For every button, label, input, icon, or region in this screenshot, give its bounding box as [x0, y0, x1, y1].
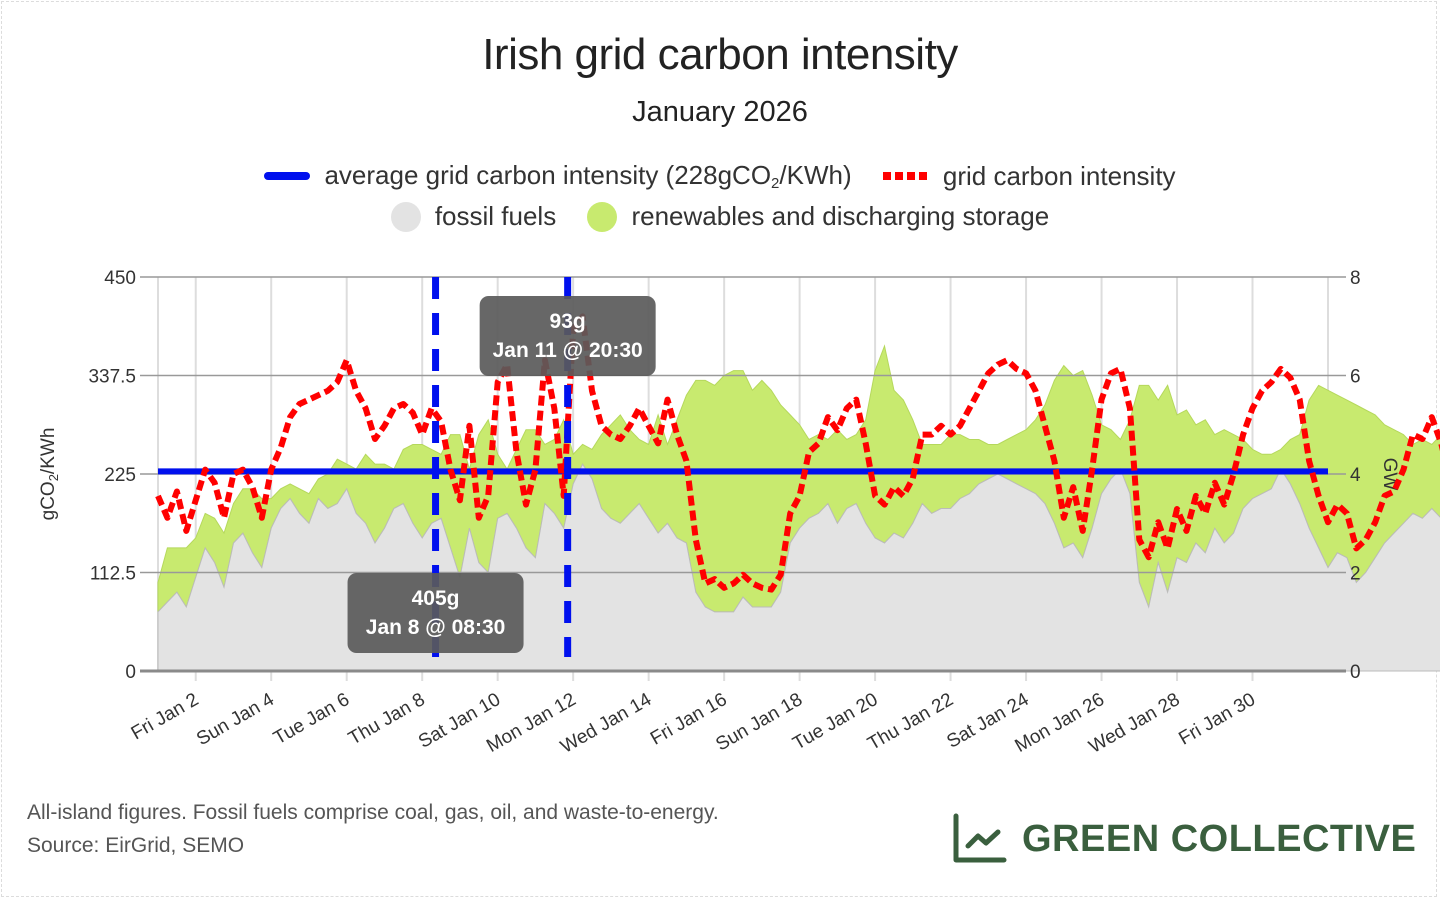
- brand-logo: GREEN COLLECTIVE: [952, 812, 1416, 866]
- fossil-swatch-icon: [390, 201, 421, 232]
- legend-row-1: average grid carbon intensity (228gCO2/K…: [0, 156, 1440, 192]
- legend-average-label: average grid carbon intensity (228gCO2/K…: [324, 160, 852, 192]
- y-left-tick-label: 450: [104, 268, 136, 289]
- y-left-tick-label: 337.5: [88, 367, 136, 388]
- annotation-value: 93g: [550, 310, 586, 333]
- y-left-axis-title: gCO2/KWh: [38, 428, 61, 521]
- brand-name: GREEN COLLECTIVE: [1022, 817, 1417, 860]
- legend-row-2: fossil fuels renewables and discharging …: [0, 201, 1440, 239]
- average-line-swatch-icon: [264, 172, 311, 180]
- legend-item-fossil[interactable]: fossil fuels: [390, 201, 557, 232]
- legend-item-intensity[interactable]: grid carbon intensity: [882, 160, 1176, 192]
- renewables-swatch-icon: [587, 201, 618, 232]
- legend-fossil-label: fossil fuels: [434, 201, 557, 231]
- chart-title: Irish grid carbon intensity: [482, 30, 958, 79]
- y-left-tick-label: 112.5: [90, 564, 136, 585]
- carbon-intensity-line: [155, 313, 1440, 593]
- legend-renewables-label: renewables and discharging storage: [631, 201, 1050, 231]
- y-right-tick-label: 4: [1350, 465, 1361, 486]
- chart-subtitle: January 2026: [632, 96, 808, 128]
- x-tick-label: Fri Jan 30: [1175, 689, 1259, 749]
- annotation-time: Jan 11 @ 20:30: [493, 339, 643, 362]
- footnote-source: Source: EirGrid, SEMO: [27, 834, 245, 857]
- line-chart-icon: [953, 813, 1007, 863]
- legend-intensity-label: grid carbon intensity: [942, 160, 1176, 191]
- x-tick-label: Thu Jan 8: [345, 689, 429, 749]
- y-left-tick-label: 0: [125, 662, 136, 683]
- y-right-tick-label: 2: [1350, 564, 1361, 585]
- y-right-tick-label: 6: [1350, 367, 1361, 388]
- x-tick-label: Sun Jan 18: [712, 689, 806, 755]
- annotation-box: [479, 296, 656, 376]
- legend-item-renewables[interactable]: renewables and discharging storage: [587, 201, 1049, 232]
- legend-item-average[interactable]: average grid carbon intensity (228gCO2/K…: [264, 160, 852, 192]
- chart-svg: 0 112.5 225 337.5 450 0 2 4 6 8 gCO2/KWh GW Fri Jan …: [38, 268, 1440, 758]
- annotation-box: [347, 573, 524, 653]
- dashed-line-swatch-icon: [882, 172, 929, 180]
- annotation-time: Jan 8 @ 08:30: [366, 616, 506, 639]
- x-tick-label: Thu Jan 22: [864, 689, 957, 755]
- x-tick-label: Tue Jan 6: [270, 689, 353, 749]
- y-right-tick-label: 0: [1350, 662, 1361, 683]
- annotation-value: 405g: [412, 587, 460, 610]
- y-left-tick-label: 225: [104, 465, 136, 486]
- y-right-tick-label: 8: [1350, 268, 1361, 289]
- x-tick-label: Fri Jan 2: [128, 689, 203, 744]
- y-right-axis-title: GW: [1379, 458, 1400, 491]
- footnote-description: All-island figures. Fossil fuels compris…: [27, 801, 719, 824]
- x-tick-label: Sun Jan 4: [193, 689, 278, 750]
